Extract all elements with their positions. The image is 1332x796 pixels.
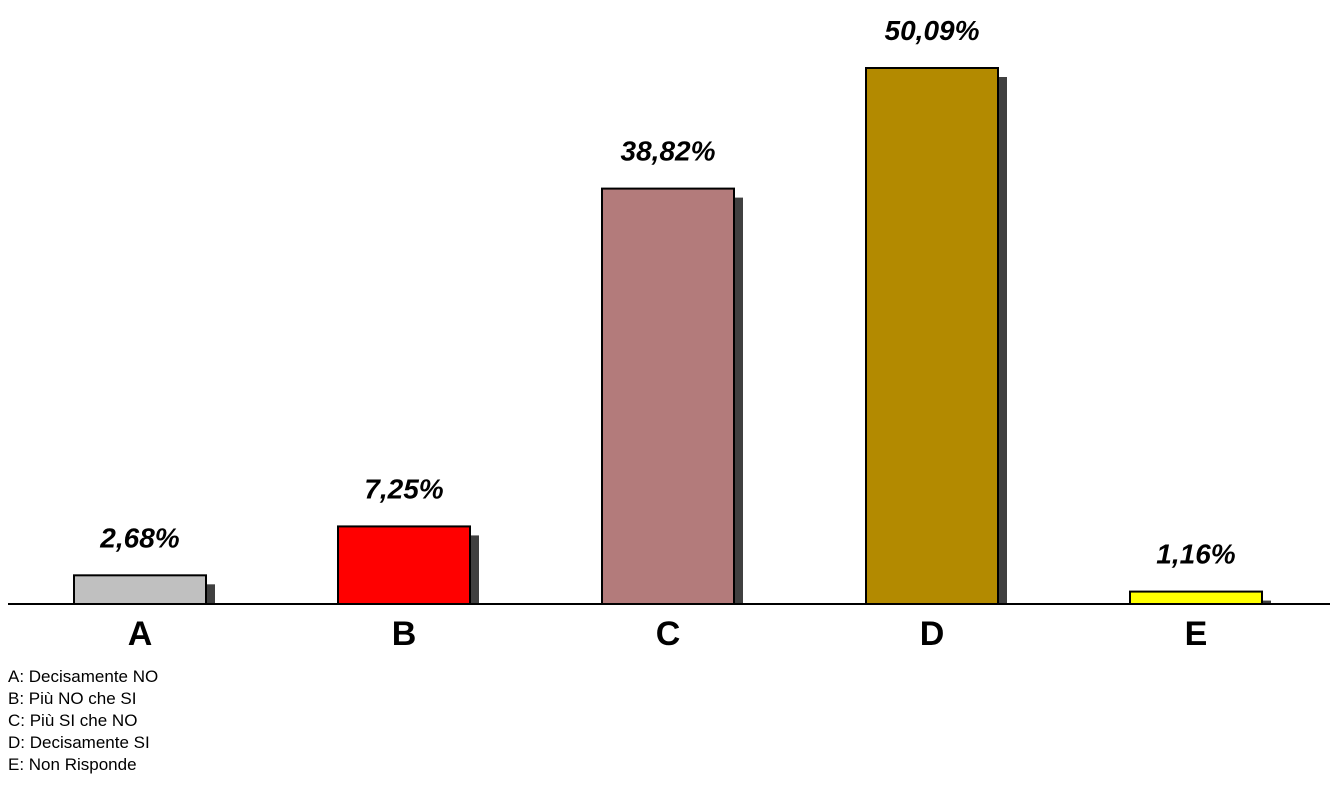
legend-item-b: B: Più NO che SI — [8, 689, 137, 708]
x-tick-label-d: D — [920, 615, 945, 653]
data-label-d: 50,09% — [885, 15, 980, 46]
legend-item-d: D: Decisamente SI — [8, 733, 150, 752]
bar-chart: 2,68% 7,25% 38,82% 50,09% 1,16% A B C D E — [8, 15, 1330, 653]
x-tick-label-a: A — [128, 615, 153, 653]
data-label-b: 7,25% — [364, 473, 443, 504]
legend: A: Decisamente NO B: Più NO che SI C: Pi… — [8, 666, 158, 776]
data-label-c: 38,82% — [621, 136, 716, 167]
x-tick-labels: A B C D E — [128, 615, 1208, 653]
x-tick-label-e: E — [1185, 615, 1208, 653]
data-labels: 2,68% 7,25% 38,82% 50,09% 1,16% — [99, 15, 1235, 570]
bar-d — [865, 67, 999, 605]
legend-item-a: A: Decisamente NO — [8, 667, 159, 686]
bar-a — [73, 574, 207, 606]
x-tick-label-b: B — [392, 615, 417, 653]
bar-c — [601, 187, 735, 605]
bar-e — [1129, 590, 1263, 606]
bars — [73, 67, 1263, 606]
legend-item-e: E: Non Risponde — [8, 755, 137, 774]
data-label-a: 2,68% — [99, 522, 179, 553]
data-label-e: 1,16% — [1156, 539, 1235, 570]
legend-item-c: C: Più SI che NO — [8, 711, 138, 730]
bar-b — [337, 525, 471, 605]
x-tick-label-c: C — [656, 615, 681, 653]
